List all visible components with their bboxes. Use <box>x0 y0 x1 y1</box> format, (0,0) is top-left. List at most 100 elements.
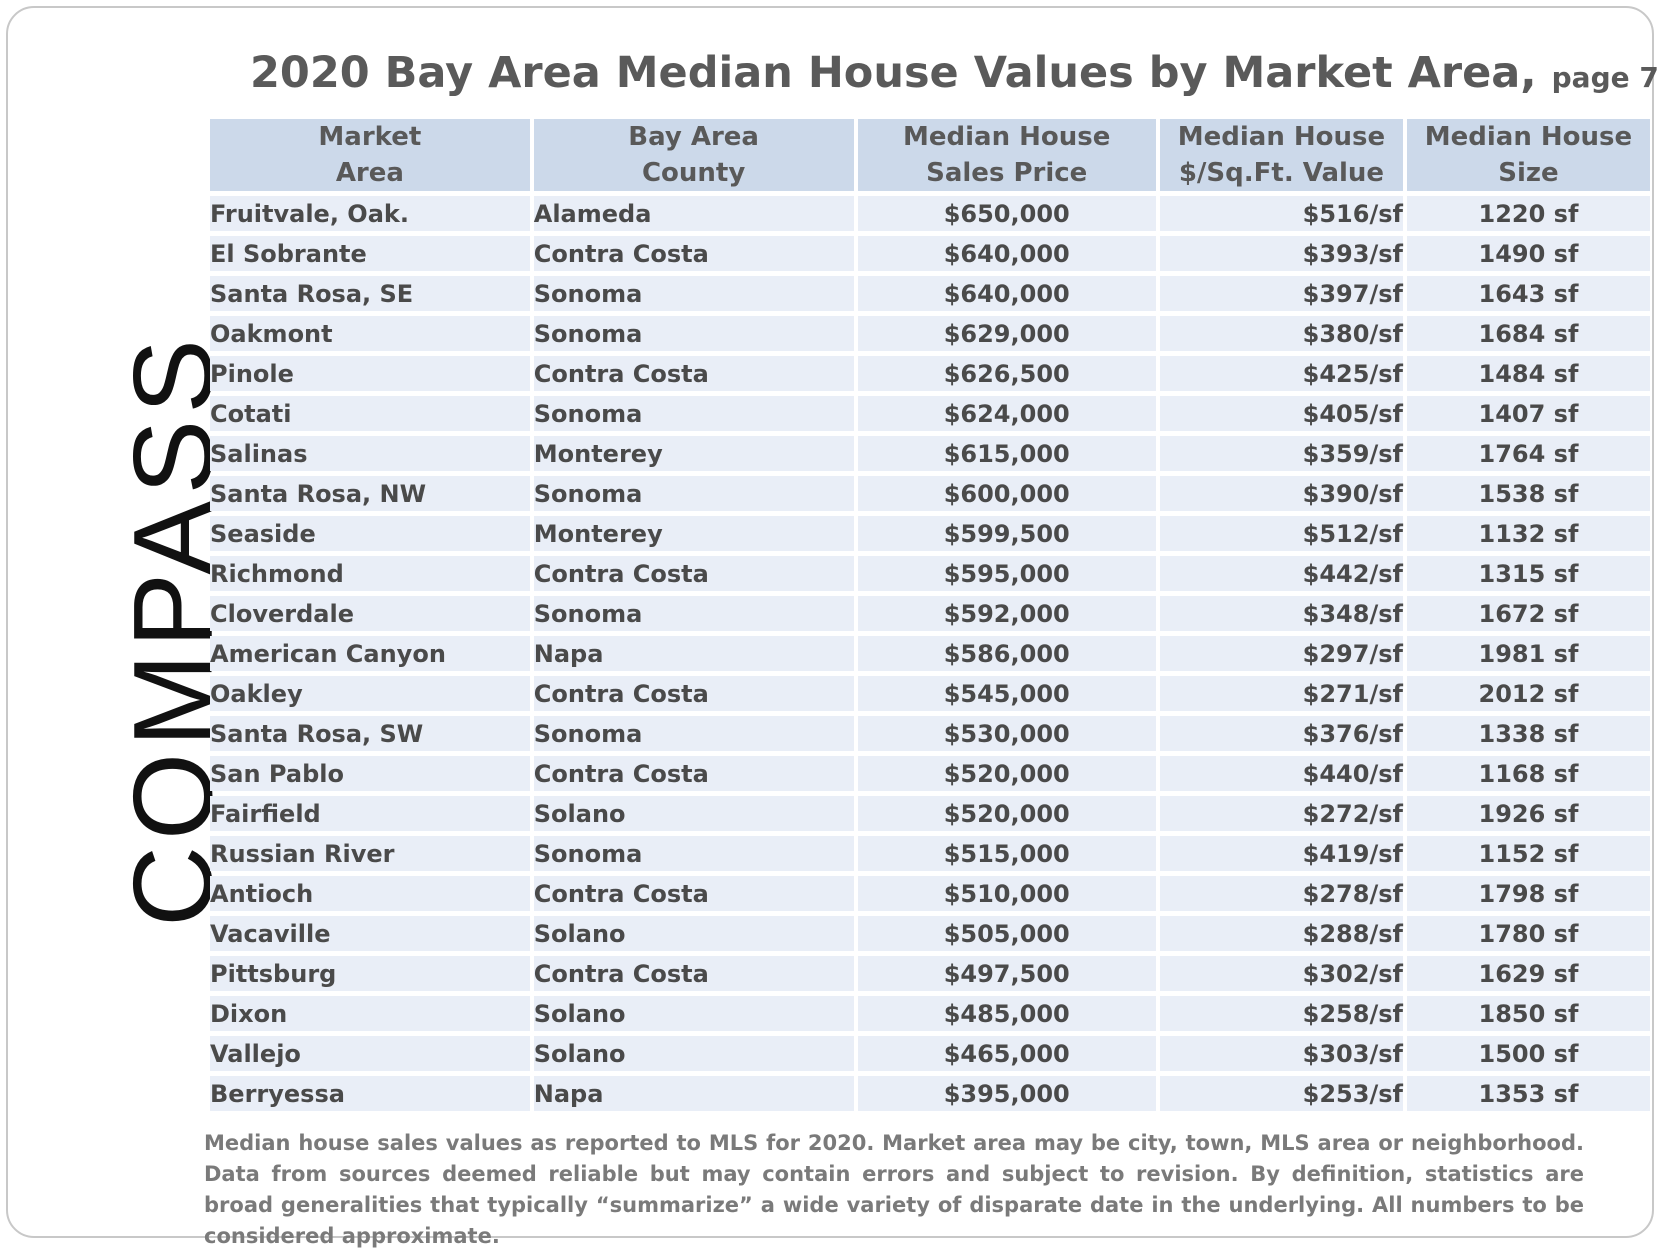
county-cell: Alameda <box>533 196 854 231</box>
market-area-cell: Seaside <box>210 516 530 551</box>
price-per-sqft-cell: $359/sf <box>1159 436 1403 471</box>
sales-price-cell: $395,000 <box>857 1076 1156 1111</box>
market-area-cell: Dixon <box>210 996 530 1031</box>
county-cell: Contra Costa <box>533 876 854 911</box>
market-area-cell: Russian River <box>210 836 530 871</box>
sales-price-cell: $497,500 <box>857 956 1156 991</box>
sales-price-cell: $592,000 <box>857 596 1156 631</box>
market-area-cell: Pinole <box>210 356 530 391</box>
house-size-cell: 1353 sf <box>1406 1076 1650 1111</box>
house-size-cell: 1926 sf <box>1406 796 1650 831</box>
table-header-row: Market Area Bay Area County Median House Sa… <box>210 119 1650 191</box>
price-per-sqft-cell: $512/sf <box>1159 516 1403 551</box>
house-size-cell: 1764 sf <box>1406 436 1650 471</box>
county-cell: Sonoma <box>533 476 854 511</box>
market-area-cell: Fruitvale, Oak. <box>210 196 530 231</box>
house-size-cell: 1315 sf <box>1406 556 1650 591</box>
price-per-sqft-cell: $303/sf <box>1159 1036 1403 1071</box>
table-row: El Sobrante Contra Costa $640,000 $393/sf 14… <box>210 236 1650 271</box>
table-row: Pinole Contra Costa $626,500 $425/sf 1484 sf <box>210 356 1650 391</box>
county-cell: Sonoma <box>533 836 854 871</box>
title-page-number: page 7 <box>1551 61 1659 94</box>
house-size-cell: 1672 sf <box>1406 596 1650 631</box>
table-row: Oakmont Sonoma $629,000 $380/sf 1684 sf <box>210 316 1650 351</box>
market-area-cell: San Pablo <box>210 756 530 791</box>
house-size-cell: 2012 sf <box>1406 676 1650 711</box>
county-cell: Napa <box>533 1076 854 1111</box>
county-cell: Sonoma <box>533 716 854 751</box>
county-cell: Monterey <box>533 516 854 551</box>
house-size-cell: 1484 sf <box>1406 356 1650 391</box>
price-per-sqft-cell: $271/sf <box>1159 676 1403 711</box>
price-per-sqft-cell: $380/sf <box>1159 316 1403 351</box>
sales-price-cell: $640,000 <box>857 236 1156 271</box>
county-cell: Napa <box>533 636 854 671</box>
market-area-cell: El Sobrante <box>210 236 530 271</box>
sales-price-cell: $629,000 <box>857 316 1156 351</box>
sales-price-cell: $505,000 <box>857 916 1156 951</box>
house-size-cell: 1643 sf <box>1406 276 1650 311</box>
compass-logo-graphic: COMPASS <box>118 333 228 927</box>
price-per-sqft-cell: $405/sf <box>1159 396 1403 431</box>
house-size-cell: 1220 sf <box>1406 196 1650 231</box>
market-area-cell: Fairfield <box>210 796 530 831</box>
page-title: 2020 Bay Area Median House Values by Mar… <box>250 48 1659 98</box>
county-cell: Contra Costa <box>533 356 854 391</box>
table-row: American Canyon Napa $586,000 $297/sf 1981 s… <box>210 636 1650 671</box>
table-row: Vallejo Solano $465,000 $303/sf 1500 sf <box>210 1036 1650 1071</box>
county-cell: Contra Costa <box>533 676 854 711</box>
market-area-cell: Oakmont <box>210 316 530 351</box>
price-per-sqft-cell: $288/sf <box>1159 916 1403 951</box>
sales-price-cell: $650,000 <box>857 196 1156 231</box>
house-size-cell: 1407 sf <box>1406 396 1650 431</box>
house-size-cell: 1490 sf <box>1406 236 1650 271</box>
county-cell: Contra Costa <box>533 956 854 991</box>
market-area-cell: Santa Rosa, SW <box>210 716 530 751</box>
house-size-cell: 1132 sf <box>1406 516 1650 551</box>
county-cell: Solano <box>533 916 854 951</box>
header-county: Bay Area County <box>533 119 854 191</box>
footnote: Median house sales values as reported to… <box>204 1131 1584 1248</box>
market-area-cell: Oakley <box>210 676 530 711</box>
house-size-cell: 1798 sf <box>1406 876 1650 911</box>
table-row: Fairfield Solano $520,000 $272/sf 1926 sf <box>210 796 1650 831</box>
county-cell: Solano <box>533 796 854 831</box>
county-cell: Contra Costa <box>533 556 854 591</box>
house-size-cell: 1981 sf <box>1406 636 1650 671</box>
sales-price-cell: $640,000 <box>857 276 1156 311</box>
price-per-sqft-cell: $253/sf <box>1159 1076 1403 1111</box>
compass-logo: COMPASS <box>118 270 228 990</box>
price-per-sqft-cell: $516/sf <box>1159 196 1403 231</box>
county-cell: Sonoma <box>533 316 854 351</box>
market-area-cell: Cloverdale <box>210 596 530 631</box>
house-size-cell: 1500 sf <box>1406 1036 1650 1071</box>
table-row: Salinas Monterey $615,000 $359/sf 1764 sf <box>210 436 1650 471</box>
header-price-per-sqft: Median House $/Sq.Ft. Value <box>1159 119 1403 191</box>
table-row: Richmond Contra Costa $595,000 $442/sf 1315 … <box>210 556 1650 591</box>
header-market-area: Market Area <box>210 119 530 191</box>
price-per-sqft-cell: $393/sf <box>1159 236 1403 271</box>
table-row: Berryessa Napa $395,000 $253/sf 1353 sf <box>210 1076 1650 1111</box>
table-row: Fruitvale, Oak. Alameda $650,000 $516/sf 122… <box>210 196 1650 231</box>
table-row: Antioch Contra Costa $510,000 $278/sf 1798 s… <box>210 876 1650 911</box>
header-sales-price: Median House Sales Price <box>857 119 1156 191</box>
table-row: Seaside Monterey $599,500 $512/sf 1132 sf <box>210 516 1650 551</box>
market-area-cell: Cotati <box>210 396 530 431</box>
table-row: Santa Rosa, NW Sonoma $600,000 $390/sf 1538 … <box>210 476 1650 511</box>
table-body: Fruitvale, Oak. Alameda $650,000 $516/sf 122… <box>210 196 1650 1111</box>
house-size-cell: 1168 sf <box>1406 756 1650 791</box>
table-row: Santa Rosa, SE Sonoma $640,000 $397/sf 1643 … <box>210 276 1650 311</box>
house-size-cell: 1538 sf <box>1406 476 1650 511</box>
market-area-cell: American Canyon <box>210 636 530 671</box>
table-row: Vacaville Solano $505,000 $288/sf 1780 sf <box>210 916 1650 951</box>
compass-logo-text: COMPASS <box>118 333 228 927</box>
price-per-sqft-cell: $425/sf <box>1159 356 1403 391</box>
sales-price-cell: $485,000 <box>857 996 1156 1031</box>
sales-price-cell: $615,000 <box>857 436 1156 471</box>
price-per-sqft-cell: $440/sf <box>1159 756 1403 791</box>
sales-price-cell: $586,000 <box>857 636 1156 671</box>
county-cell: Sonoma <box>533 396 854 431</box>
table-row: Pittsburg Contra Costa $497,500 $302/sf 1629… <box>210 956 1650 991</box>
house-size-cell: 1152 sf <box>1406 836 1650 871</box>
price-per-sqft-cell: $442/sf <box>1159 556 1403 591</box>
